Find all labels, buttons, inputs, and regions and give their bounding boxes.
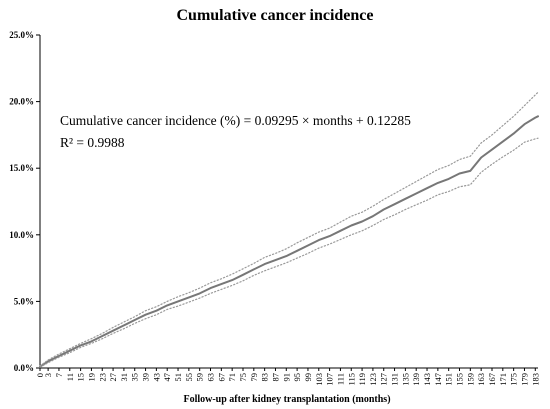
x-tick-label: 107 xyxy=(325,373,335,386)
x-tick-label: 51 xyxy=(173,373,183,382)
series-line-mean xyxy=(39,115,539,368)
x-tick-label: 59 xyxy=(195,373,205,382)
y-tick-label: 10.0% xyxy=(9,230,34,240)
x-tick-label: 179 xyxy=(519,373,529,386)
x-tick-label: 11 xyxy=(65,373,75,381)
x-axis-label: Follow-up after kidney transplantation (… xyxy=(183,394,390,405)
x-tick-label: 43 xyxy=(151,373,161,382)
x-tick-label: 23 xyxy=(97,373,107,382)
x-tick-label: 159 xyxy=(465,373,475,386)
regression-equation: Cumulative cancer incidence (%) = 0.0929… xyxy=(60,113,411,128)
x-tick-label: 127 xyxy=(379,373,389,386)
x-tick-label: 67 xyxy=(216,373,226,382)
y-tick-label: 0.0% xyxy=(14,363,34,373)
x-tick-label: 7 xyxy=(54,373,64,377)
x-tick-label: 151 xyxy=(444,373,454,386)
x-tick-label: 83 xyxy=(260,373,270,382)
x-tick-label: 139 xyxy=(411,373,421,386)
x-tick-label: 15 xyxy=(76,373,86,382)
x-tick-label: 95 xyxy=(292,373,302,382)
x-tick-label: 71 xyxy=(227,373,237,382)
x-tick-label: 147 xyxy=(433,373,443,386)
series-group xyxy=(39,91,539,368)
x-tick-label: 87 xyxy=(270,373,280,382)
x-tick-label: 119 xyxy=(357,373,367,385)
y-tick-label: 15.0% xyxy=(9,163,34,173)
x-tick-label: 31 xyxy=(119,373,129,382)
x-tick-label: 35 xyxy=(130,373,140,382)
y-tick-label: 25.0% xyxy=(9,30,34,40)
x-tick-label: 19 xyxy=(86,373,96,382)
x-tick-label: 55 xyxy=(184,373,194,382)
x-axis: 03 7 11 15 19 23 27 31 35 39 43 47 51 55 59 63 67 71 75 79 8… xyxy=(35,367,540,386)
r-squared-annotation: R² = 0.9988 xyxy=(60,135,125,150)
x-tick-label: 183 xyxy=(530,373,540,386)
x-tick-label: 99 xyxy=(303,373,313,382)
x-tick-label: 63 xyxy=(206,373,216,382)
x-tick-label: 155 xyxy=(455,373,465,386)
x-tick-label: 115 xyxy=(346,373,356,385)
x-tick-label: 103 xyxy=(314,373,324,386)
y-axis: 0.0% 5.0% 10.0% 15.0% 20.0% 25.0% xyxy=(9,30,41,373)
x-tick-label: 171 xyxy=(498,373,508,386)
x-tick-label: 91 xyxy=(281,373,291,382)
x-tick-label: 131 xyxy=(390,373,400,386)
series-line-lower-bound xyxy=(39,137,539,368)
chart-title: Cumulative cancer incidence xyxy=(176,7,373,24)
y-tick-label: 20.0% xyxy=(9,97,34,107)
x-tick-label: 75 xyxy=(238,373,248,382)
x-tick-label: 135 xyxy=(400,373,410,386)
x-tick-label: 3 xyxy=(43,373,53,377)
x-tick-label: 79 xyxy=(249,373,259,382)
series-line-upper-bound xyxy=(39,91,539,367)
x-tick-label: 143 xyxy=(422,373,432,386)
x-tick-label: 167 xyxy=(487,373,497,386)
y-tick-label: 5.0% xyxy=(14,296,34,306)
x-tick-label: 47 xyxy=(162,373,172,382)
x-tick-label: 27 xyxy=(108,373,118,382)
x-tick-label: 39 xyxy=(141,373,151,382)
x-tick-label: 111 xyxy=(335,373,345,385)
x-tick-label: 0 xyxy=(35,373,45,377)
x-tick-label: 123 xyxy=(368,373,378,386)
x-tick-label: 163 xyxy=(476,373,486,386)
x-tick-label: 175 xyxy=(509,373,519,386)
